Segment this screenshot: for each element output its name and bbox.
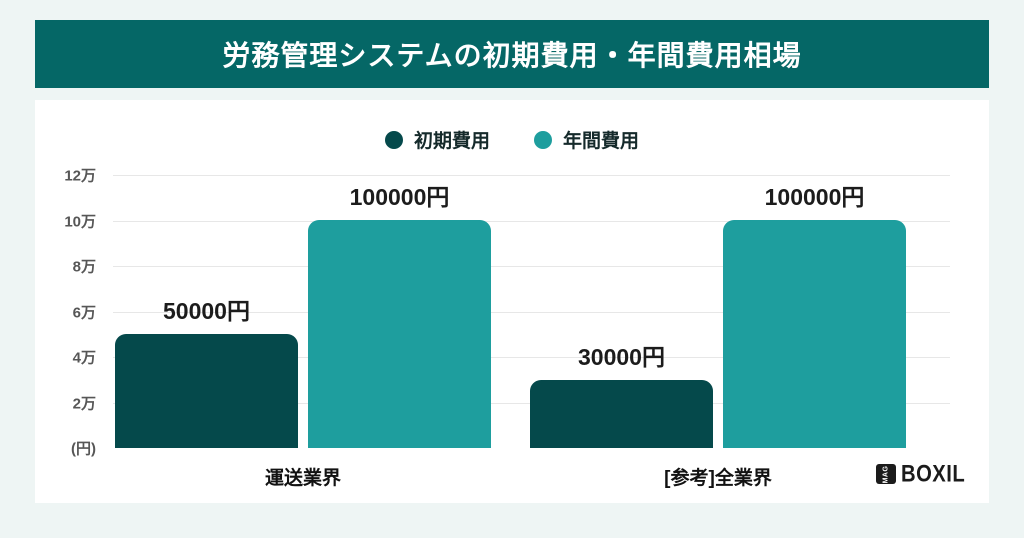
bar-年間費用-運送業界 [308, 220, 491, 448]
gridline [113, 311, 950, 313]
bar-value-label: 50000円 [163, 298, 250, 324]
y-axis-tick-label: 4万 [72, 349, 96, 367]
legend-item: 年間費用 [534, 126, 639, 153]
mag-logo-icon: MAG [876, 464, 897, 484]
category-label: [参考]全業界 [664, 468, 772, 489]
boxil-logo-text: BOXIL [901, 459, 966, 487]
legend-label: 年間費用 [563, 131, 640, 152]
chart-card: 初期費用 年間費用 12万 10万 8万 6万 4万 2万 (円) 50000円 100000円運… [35, 100, 989, 503]
plot-area: 12万 10万 8万 6万 4万 2万 (円) 50000円 100000円運送業界 30000円… [64, 168, 950, 489]
y-axis-tick-label: 12万 [64, 167, 96, 185]
mag-logo-text: MAG [882, 465, 890, 483]
boxil-logo: MAG BOXIL [876, 459, 971, 487]
gridline [113, 266, 950, 267]
y-axis-tick-label: 10万 [64, 213, 96, 230]
chart-title-banner: 労務管理システムの初期費用・年間費用相場 [35, 20, 989, 88]
bar-初期費用-[参考]全業界 [530, 380, 713, 448]
bar-value-label: 100000円 [349, 184, 450, 210]
y-axis-unit-label: (円) [71, 440, 96, 458]
legend-dot-icon [384, 130, 403, 149]
legend-item: 初期費用 [384, 126, 490, 153]
gridline [113, 175, 950, 176]
legend-label: 初期費用 [413, 131, 490, 152]
bar-value-label: 30000円 [578, 344, 665, 370]
category-label: 運送業界 [264, 468, 342, 489]
y-axis-tick-label: 6万 [72, 304, 96, 321]
bar-年間費用-[参考]全業界 [723, 220, 906, 448]
bar-value-label: 100000円 [764, 184, 865, 210]
y-axis-tick-label: 2万 [72, 395, 96, 412]
chart-legend: 初期費用 年間費用 [35, 126, 989, 153]
page-title: 労務管理システムの初期費用・年間費用相場 [222, 40, 802, 71]
bar-初期費用-運送業界 [115, 334, 298, 448]
legend-dot-icon [534, 130, 552, 149]
y-axis-tick-label: 8万 [72, 258, 96, 276]
gridline [113, 357, 950, 358]
gridline [113, 220, 950, 222]
